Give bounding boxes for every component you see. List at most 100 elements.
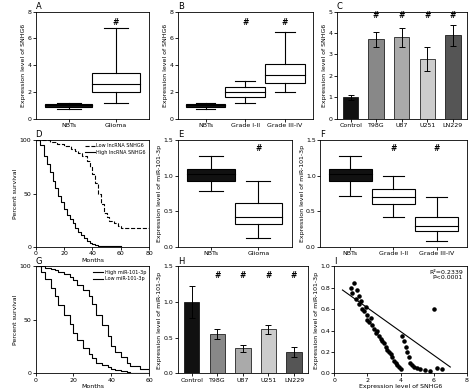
Legend: Low lncRNA SNHG6, High lncRNA SNHG6: Low lncRNA SNHG6, High lncRNA SNHG6: [84, 142, 147, 156]
Y-axis label: Percent survival: Percent survival: [13, 295, 18, 345]
Point: [374, 328, 381, 334]
Text: #: #: [399, 11, 405, 21]
Point: [408, 362, 416, 368]
Y-axis label: Expression level of miR-101-3p: Expression level of miR-101-3p: [300, 145, 305, 242]
Point: [358, 306, 366, 312]
Point: [403, 349, 411, 355]
Bar: [45, 104, 92, 107]
Point: [368, 322, 376, 328]
Point: [421, 367, 429, 373]
Y-axis label: Percent survival: Percent survival: [13, 168, 18, 219]
Text: #: #: [450, 11, 456, 21]
Text: #: #: [433, 144, 440, 153]
Point: [348, 290, 356, 296]
Text: #: #: [373, 11, 379, 21]
Point: [355, 293, 363, 300]
Point: [438, 366, 446, 372]
Point: [364, 312, 371, 318]
Point: [377, 336, 384, 342]
Text: #: #: [113, 18, 119, 27]
Point: [385, 349, 392, 355]
Point: [397, 366, 404, 372]
Text: I: I: [334, 257, 337, 266]
Point: [405, 354, 412, 361]
Point: [370, 325, 378, 331]
Point: [410, 364, 418, 370]
Y-axis label: Expression level of SNHG6: Expression level of SNHG6: [322, 23, 327, 107]
Point: [372, 330, 379, 336]
Text: #: #: [265, 270, 272, 280]
Point: [398, 333, 406, 339]
Text: E: E: [178, 130, 183, 139]
Point: [407, 359, 414, 366]
Text: R²=0.2339
P<0.0001: R²=0.2339 P<0.0001: [429, 270, 463, 280]
Text: G: G: [36, 257, 42, 266]
Bar: [226, 87, 265, 96]
Point: [354, 287, 361, 293]
Y-axis label: Expression level of miR-101-3p: Expression level of miR-101-3p: [157, 272, 163, 368]
Bar: [92, 73, 140, 92]
Point: [430, 306, 438, 312]
Bar: [343, 97, 358, 119]
Point: [433, 365, 441, 371]
X-axis label: Months: Months: [81, 258, 104, 263]
Point: [362, 304, 369, 310]
Bar: [265, 64, 305, 82]
Point: [393, 362, 401, 368]
Point: [382, 343, 389, 350]
Bar: [261, 329, 276, 373]
Point: [392, 359, 399, 366]
Text: C: C: [337, 2, 342, 11]
Bar: [394, 37, 410, 119]
Bar: [445, 35, 461, 119]
Text: #: #: [240, 270, 246, 280]
X-axis label: Months: Months: [81, 384, 104, 389]
Point: [364, 317, 371, 323]
Bar: [235, 349, 251, 373]
Text: B: B: [178, 2, 183, 11]
Bar: [368, 40, 384, 119]
Point: [401, 343, 409, 350]
Legend: High miR-101-3p, Low miR-101-3p: High miR-101-3p, Low miR-101-3p: [92, 269, 147, 282]
Point: [357, 298, 365, 304]
Point: [413, 365, 421, 371]
Point: [350, 279, 358, 286]
Bar: [184, 302, 200, 373]
Point: [375, 333, 383, 339]
Point: [378, 338, 386, 345]
Text: #: #: [291, 270, 297, 280]
Text: #: #: [214, 270, 220, 280]
Bar: [372, 189, 415, 204]
Point: [352, 296, 359, 302]
Point: [390, 357, 398, 364]
Bar: [328, 168, 372, 181]
Point: [387, 351, 394, 357]
Text: F: F: [320, 130, 325, 139]
Point: [355, 301, 363, 307]
Bar: [286, 352, 302, 373]
Point: [365, 319, 373, 325]
Point: [417, 366, 424, 372]
Text: #: #: [255, 144, 262, 153]
Text: #: #: [390, 144, 397, 153]
Bar: [235, 203, 282, 224]
Y-axis label: Expression level of SNHG6: Expression level of SNHG6: [21, 23, 26, 107]
Text: #: #: [242, 18, 248, 27]
Point: [347, 285, 355, 291]
Bar: [419, 59, 435, 119]
X-axis label: Expression level of SNHG6: Expression level of SNHG6: [359, 384, 442, 389]
Bar: [186, 104, 226, 107]
Text: D: D: [36, 130, 42, 139]
Point: [360, 308, 368, 314]
Text: #: #: [424, 11, 430, 21]
Y-axis label: Expression level of miR-101-3p: Expression level of miR-101-3p: [157, 145, 163, 242]
Text: H: H: [178, 257, 184, 266]
Bar: [210, 334, 225, 373]
Bar: [415, 217, 458, 231]
Bar: [187, 168, 235, 181]
Text: A: A: [36, 2, 41, 11]
Point: [380, 340, 388, 347]
Point: [427, 368, 434, 374]
Point: [400, 338, 408, 345]
Point: [367, 315, 374, 321]
